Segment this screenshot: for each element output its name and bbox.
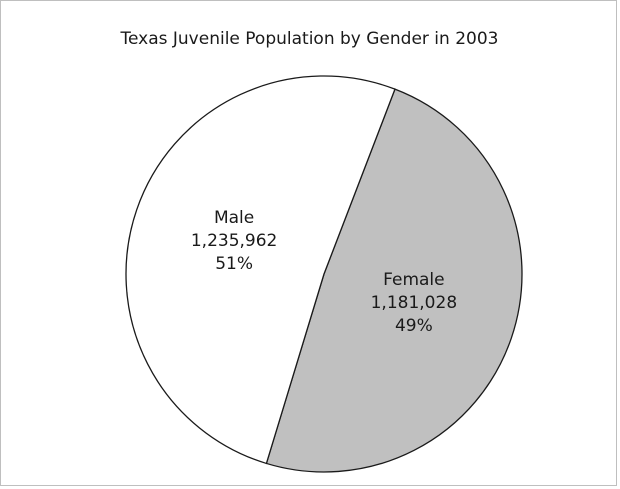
chart-title: Texas Juvenile Population by Gender in 2… <box>120 29 499 49</box>
data-label-male-percent: 51% <box>215 254 253 274</box>
pie-slice-female <box>265 88 523 473</box>
data-label-female-label: Female <box>383 270 444 290</box>
data-label-male-label: Male <box>214 208 254 228</box>
data-label-female-percent: 49% <box>395 316 433 336</box>
pie-slice-male <box>125 75 396 465</box>
data-label-female-value: 1,181,028 <box>371 293 458 313</box>
data-label-male-value: 1,235,962 <box>191 231 278 251</box>
